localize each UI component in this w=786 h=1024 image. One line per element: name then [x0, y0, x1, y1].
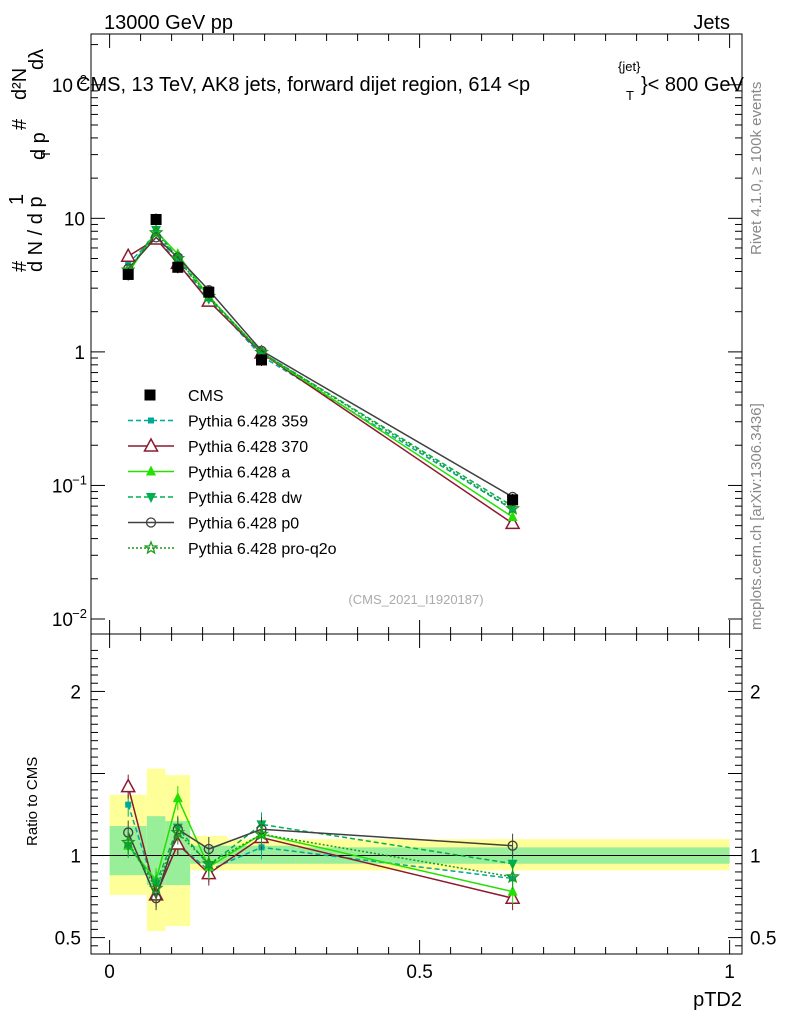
legend-marker — [146, 465, 156, 476]
cms-data-point — [203, 286, 215, 298]
ylabel-d2n: d²N — [9, 68, 31, 100]
x-axis-label: pTD2 — [693, 989, 742, 1011]
ylabel-hash-2: # — [9, 118, 31, 130]
main-series-point — [120, 247, 136, 263]
ylabel-dn: d N / d p — [25, 196, 47, 272]
main-ytick-label: 10 — [52, 76, 73, 97]
legend: CMS Pythia 6.428 359 Pythia 6.428 370 Pythi… — [128, 388, 337, 558]
ratio-series-point — [170, 824, 186, 839]
ylabel-hash-1: # — [9, 260, 31, 272]
ratio-ytick-label-right: 0.5 — [750, 929, 776, 950]
main-series-line — [127, 238, 514, 525]
analysis-watermark: (CMS_2021_I1920187) — [348, 592, 483, 607]
main-ytick-label: 10 — [52, 476, 73, 497]
legend-label: Pythia 6.428 dw — [188, 490, 302, 507]
ratio-series-point — [507, 840, 518, 851]
ylabel-one: 1 — [6, 194, 28, 205]
ratio-band-inner — [146, 816, 166, 886]
cms-data-point — [172, 261, 184, 273]
main-ytick-exp: −2 — [72, 606, 87, 621]
main-series-point — [504, 514, 521, 530]
header-left: 13000 GeV pp — [104, 12, 233, 34]
legend-marker — [143, 437, 159, 452]
title-main: CMS, 13 TeV, AK8 jets, forward dijet reg… — [76, 74, 530, 96]
ylabel-dp: d p — [28, 132, 50, 160]
ylabel-dlambda: dλ — [26, 49, 48, 70]
legend-label: Pythia 6.428 370 — [188, 439, 308, 456]
main-ytick-label: 10 — [64, 209, 85, 230]
legend-marker — [146, 493, 156, 503]
ratio-ytick-label: 2 — [70, 682, 81, 703]
legend-marker — [143, 540, 159, 555]
main-ytick-label: 10 — [52, 610, 73, 631]
ratio-series-point — [505, 869, 520, 884]
ratio-xtick-label: 0 — [104, 962, 115, 983]
ratio-ytick-label-right: 1 — [750, 847, 761, 868]
main-ytick-label: 1 — [74, 343, 85, 364]
legend-label-cms: CMS — [188, 388, 224, 405]
main-series-line — [127, 228, 513, 507]
legend-label: Pythia 6.428 pro-q2o — [188, 541, 337, 558]
title-tail: }< 800 GeV — [641, 74, 745, 96]
legend-cms-marker — [144, 389, 156, 401]
ratio-ytick-label-right: 2 — [750, 682, 761, 703]
legend-label: Pythia 6.428 359 — [188, 414, 308, 431]
main-series-point — [507, 511, 518, 522]
cms-data-point — [150, 214, 162, 226]
header-right: Jets — [693, 12, 730, 34]
ratio-series-point — [148, 880, 164, 895]
main-series-line — [127, 234, 513, 511]
chart-title: CMS, 13 TeV, AK8 jets, forward dijet reg… — [76, 59, 745, 103]
ratio-ytick-label: 1 — [70, 847, 81, 868]
ratio-plot-area: 0 0.5 1 0.5 0.5 1 1 2 2 — [55, 634, 776, 983]
ratio-series-line — [127, 823, 513, 885]
ylabel-t-1: T — [38, 150, 53, 158]
cms-data-point — [507, 494, 519, 506]
main-series-point — [148, 224, 164, 240]
legend-label: Pythia 6.428 p0 — [188, 516, 299, 533]
ratio-series-point — [201, 855, 217, 871]
main-series-point — [505, 500, 520, 515]
ratio-plot-frame — [90, 633, 743, 955]
legend-marker — [145, 517, 157, 528]
legend-marker — [148, 417, 154, 424]
ratio-series-point — [507, 859, 518, 870]
ratio-y-axis-label: Ratio to CMS — [24, 757, 41, 846]
ratio-series-line — [127, 831, 513, 891]
ratio-xtick-label: 1 — [724, 962, 735, 983]
ratio-series-point — [172, 792, 183, 803]
legend-label: Pythia 6.428 a — [188, 465, 290, 482]
ratio-series-point — [120, 834, 136, 849]
main-ytick-exp: −1 — [72, 472, 87, 487]
cms-data-point — [256, 354, 267, 366]
rivet-version-label: Rivet 4.1.0, ≥ 100k events — [748, 82, 765, 255]
ratio-xtick-label: 0.5 — [406, 962, 432, 983]
title-sub: T — [626, 88, 634, 103]
ratio-series-point — [125, 801, 132, 808]
title-sup: {jet} — [618, 59, 641, 74]
cms-data-point — [122, 268, 134, 280]
ratio-ytick-label: 0.5 — [55, 929, 81, 950]
ratio-series-line — [127, 786, 513, 899]
ratio-series-line — [127, 795, 513, 893]
ratio-series-point — [507, 885, 518, 896]
main-series-line — [127, 236, 513, 498]
main-ytick-exp: 2 — [80, 72, 87, 87]
main-y-axis-label: # 1 d N / d p T # d²N d p dλ — [6, 49, 53, 272]
main-series-point — [151, 225, 162, 236]
main-series-point — [170, 250, 186, 265]
ratio-series-point — [120, 778, 136, 793]
ratio-series-point — [254, 826, 269, 841]
main-series-line — [127, 231, 513, 510]
mcplots-label: mcplots.cern.ch [arXiv:1306.3436] — [748, 403, 765, 630]
